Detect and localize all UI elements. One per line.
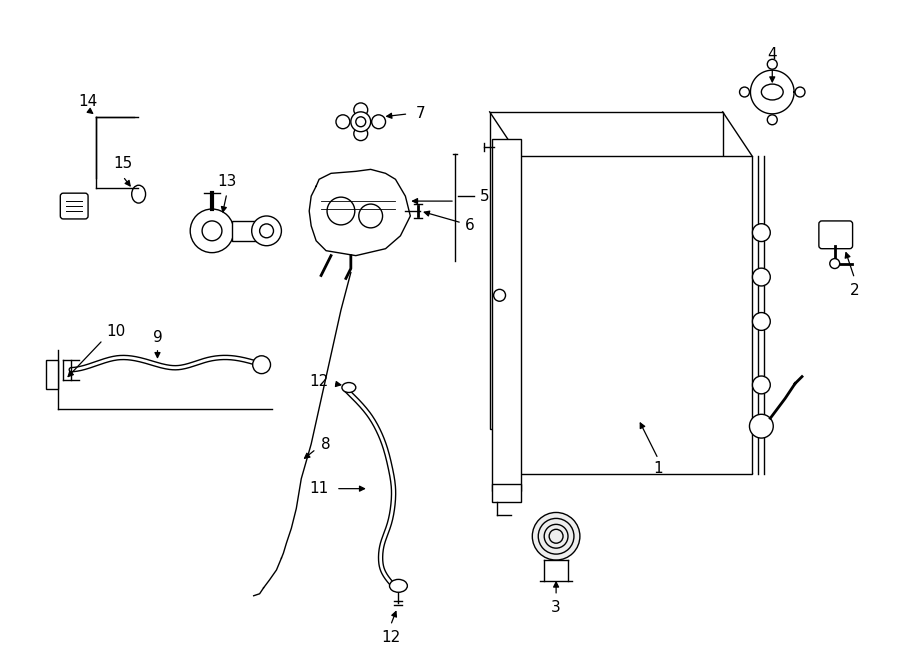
Text: 4: 4	[768, 47, 777, 62]
Polygon shape	[751, 70, 794, 114]
Circle shape	[750, 414, 773, 438]
Ellipse shape	[342, 383, 356, 393]
Polygon shape	[310, 169, 410, 256]
Text: 3: 3	[551, 600, 561, 615]
Bar	[491, 484, 521, 502]
Text: 13: 13	[217, 174, 237, 189]
Circle shape	[190, 209, 234, 253]
Circle shape	[795, 87, 805, 97]
Circle shape	[372, 115, 385, 129]
Bar	[519, 157, 752, 474]
Circle shape	[253, 356, 271, 373]
Text: 12: 12	[310, 374, 328, 389]
Circle shape	[752, 223, 770, 241]
Text: 14: 14	[78, 95, 98, 110]
Text: 1: 1	[653, 461, 663, 477]
Text: 8: 8	[321, 436, 331, 451]
Text: 12: 12	[381, 630, 400, 645]
Circle shape	[532, 512, 580, 560]
Circle shape	[830, 258, 840, 268]
Bar	[491, 139, 521, 490]
Text: 6: 6	[465, 218, 474, 233]
Circle shape	[768, 59, 778, 69]
Circle shape	[752, 268, 770, 286]
Text: 2: 2	[850, 283, 859, 298]
Text: 11: 11	[310, 481, 328, 496]
FancyBboxPatch shape	[60, 193, 88, 219]
Bar	[232, 221, 264, 241]
Circle shape	[752, 376, 770, 394]
Circle shape	[752, 313, 770, 330]
Text: 5: 5	[480, 188, 490, 204]
Text: 10: 10	[106, 325, 125, 340]
Circle shape	[336, 115, 350, 129]
Circle shape	[252, 216, 282, 246]
Circle shape	[740, 87, 750, 97]
Circle shape	[354, 127, 368, 141]
Bar	[47, 360, 58, 389]
Text: 15: 15	[113, 156, 132, 171]
FancyBboxPatch shape	[819, 221, 852, 249]
Circle shape	[351, 112, 371, 132]
Ellipse shape	[390, 580, 408, 592]
Circle shape	[768, 115, 778, 125]
Text: 7: 7	[416, 106, 425, 122]
Circle shape	[354, 103, 368, 117]
Bar	[490, 112, 723, 429]
Text: 9: 9	[153, 330, 162, 346]
